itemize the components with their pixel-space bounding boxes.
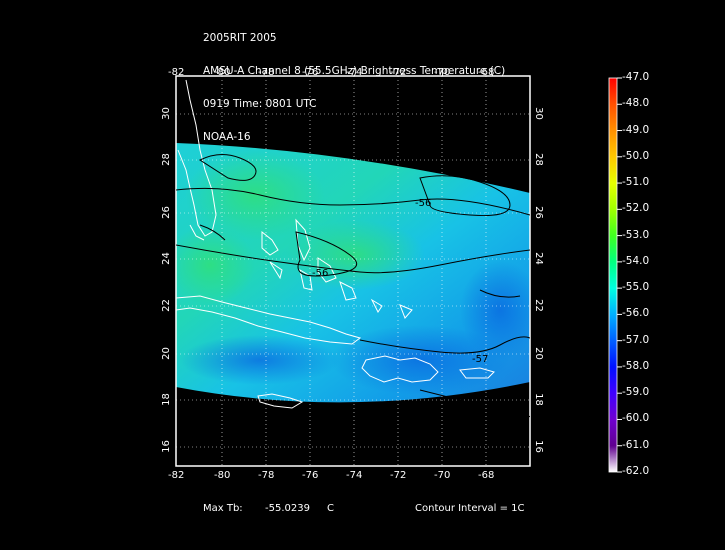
y-tick-label: 20 xyxy=(532,347,544,360)
x-tick-label: -78 xyxy=(258,67,275,78)
title-line-4: NOAA-16 xyxy=(203,131,251,143)
colorbar-label: -54.0 xyxy=(622,254,650,267)
y-tick-label: 28 xyxy=(160,153,172,166)
x-tick-label: -82 xyxy=(168,470,185,481)
colorbar-label: -52.0 xyxy=(622,202,650,215)
y-tick-label: 22 xyxy=(160,299,172,312)
colorbar-label: -56.0 xyxy=(622,307,650,320)
x-tick-label: -72 xyxy=(390,470,407,481)
max-tb-label: Max Tb: xyxy=(203,503,243,514)
colorbar-label: -58.0 xyxy=(622,359,650,372)
y-tick-label: 24 xyxy=(160,252,172,265)
y-tick-label: 18 xyxy=(160,393,172,406)
colorbar-label: -61.0 xyxy=(622,438,650,451)
colorbar-label: -55.0 xyxy=(622,281,650,294)
contour-interval: Contour Interval = 1C xyxy=(415,503,525,514)
colorbar-label: -49.0 xyxy=(622,123,650,136)
title-line-3: 0919 Time: 0801 UTC xyxy=(203,98,317,110)
contour-label: -56 xyxy=(312,268,328,279)
colorbar-label: -60.0 xyxy=(622,412,650,425)
colorbar-label: -57.0 xyxy=(622,333,650,346)
contour-label: -57 xyxy=(502,420,518,431)
lat-lon-grid xyxy=(176,76,530,466)
x-tick-label: -74 xyxy=(346,67,363,78)
y-tick-label: 30 xyxy=(160,107,172,120)
colorbar-label: -51.0 xyxy=(622,176,650,189)
colorbar-label: -59.0 xyxy=(622,386,650,399)
y-tick-label: 16 xyxy=(532,440,544,453)
map-header: 2005RIT 2005 AMSU-A Channel 8 (55.5GHz) … xyxy=(203,11,505,154)
y-tick-label: 30 xyxy=(532,107,544,120)
y-tick-label: 20 xyxy=(160,347,172,360)
colorbar-label: -48.0 xyxy=(622,97,650,110)
max-tb-value: -55.0239 xyxy=(265,503,310,514)
x-tick-label: -76 xyxy=(302,470,319,481)
x-tick-label: -68 xyxy=(478,470,495,481)
title-line-2: AMSU-A Channel 8 (55.5GHz) Brightness Te… xyxy=(203,65,506,77)
y-tick-label: 22 xyxy=(532,299,544,312)
x-tick-label: -82 xyxy=(168,67,185,78)
y-tick-label: 28 xyxy=(532,153,544,166)
contour-label: -57 xyxy=(472,354,488,365)
x-tick-label: -68 xyxy=(478,67,495,78)
y-tick-label: 18 xyxy=(532,393,544,406)
x-tick-label: -78 xyxy=(258,470,275,481)
y-tick-label: 16 xyxy=(160,440,172,453)
colorbar xyxy=(608,77,622,473)
y-tick-label: 26 xyxy=(532,206,544,219)
x-tick-label: -80 xyxy=(214,470,231,481)
x-tick-label: -80 xyxy=(214,67,231,78)
title-line-1: 2005RIT 2005 xyxy=(203,32,277,44)
contour-label: -56 xyxy=(415,198,431,209)
y-tick-label: 24 xyxy=(532,252,544,265)
max-tb-unit: C xyxy=(327,503,334,514)
colorbar-gradient xyxy=(608,77,618,473)
x-tick-label: -74 xyxy=(346,470,363,481)
colorbar-label: -62.0 xyxy=(622,465,650,477)
x-tick-label: -70 xyxy=(434,67,451,78)
x-tick-label: -70 xyxy=(434,470,451,481)
colorbar-label: -50.0 xyxy=(622,149,650,162)
x-tick-label: -72 xyxy=(390,67,407,78)
contour-label-group: -56 -56 -57 -57 xyxy=(312,198,518,431)
y-tick-label: 26 xyxy=(160,206,172,219)
colorbar-label: -47.0 xyxy=(622,71,650,83)
colorbar-label: -53.0 xyxy=(622,228,650,241)
x-tick-label: -76 xyxy=(302,67,319,78)
contour-lines xyxy=(176,154,530,418)
